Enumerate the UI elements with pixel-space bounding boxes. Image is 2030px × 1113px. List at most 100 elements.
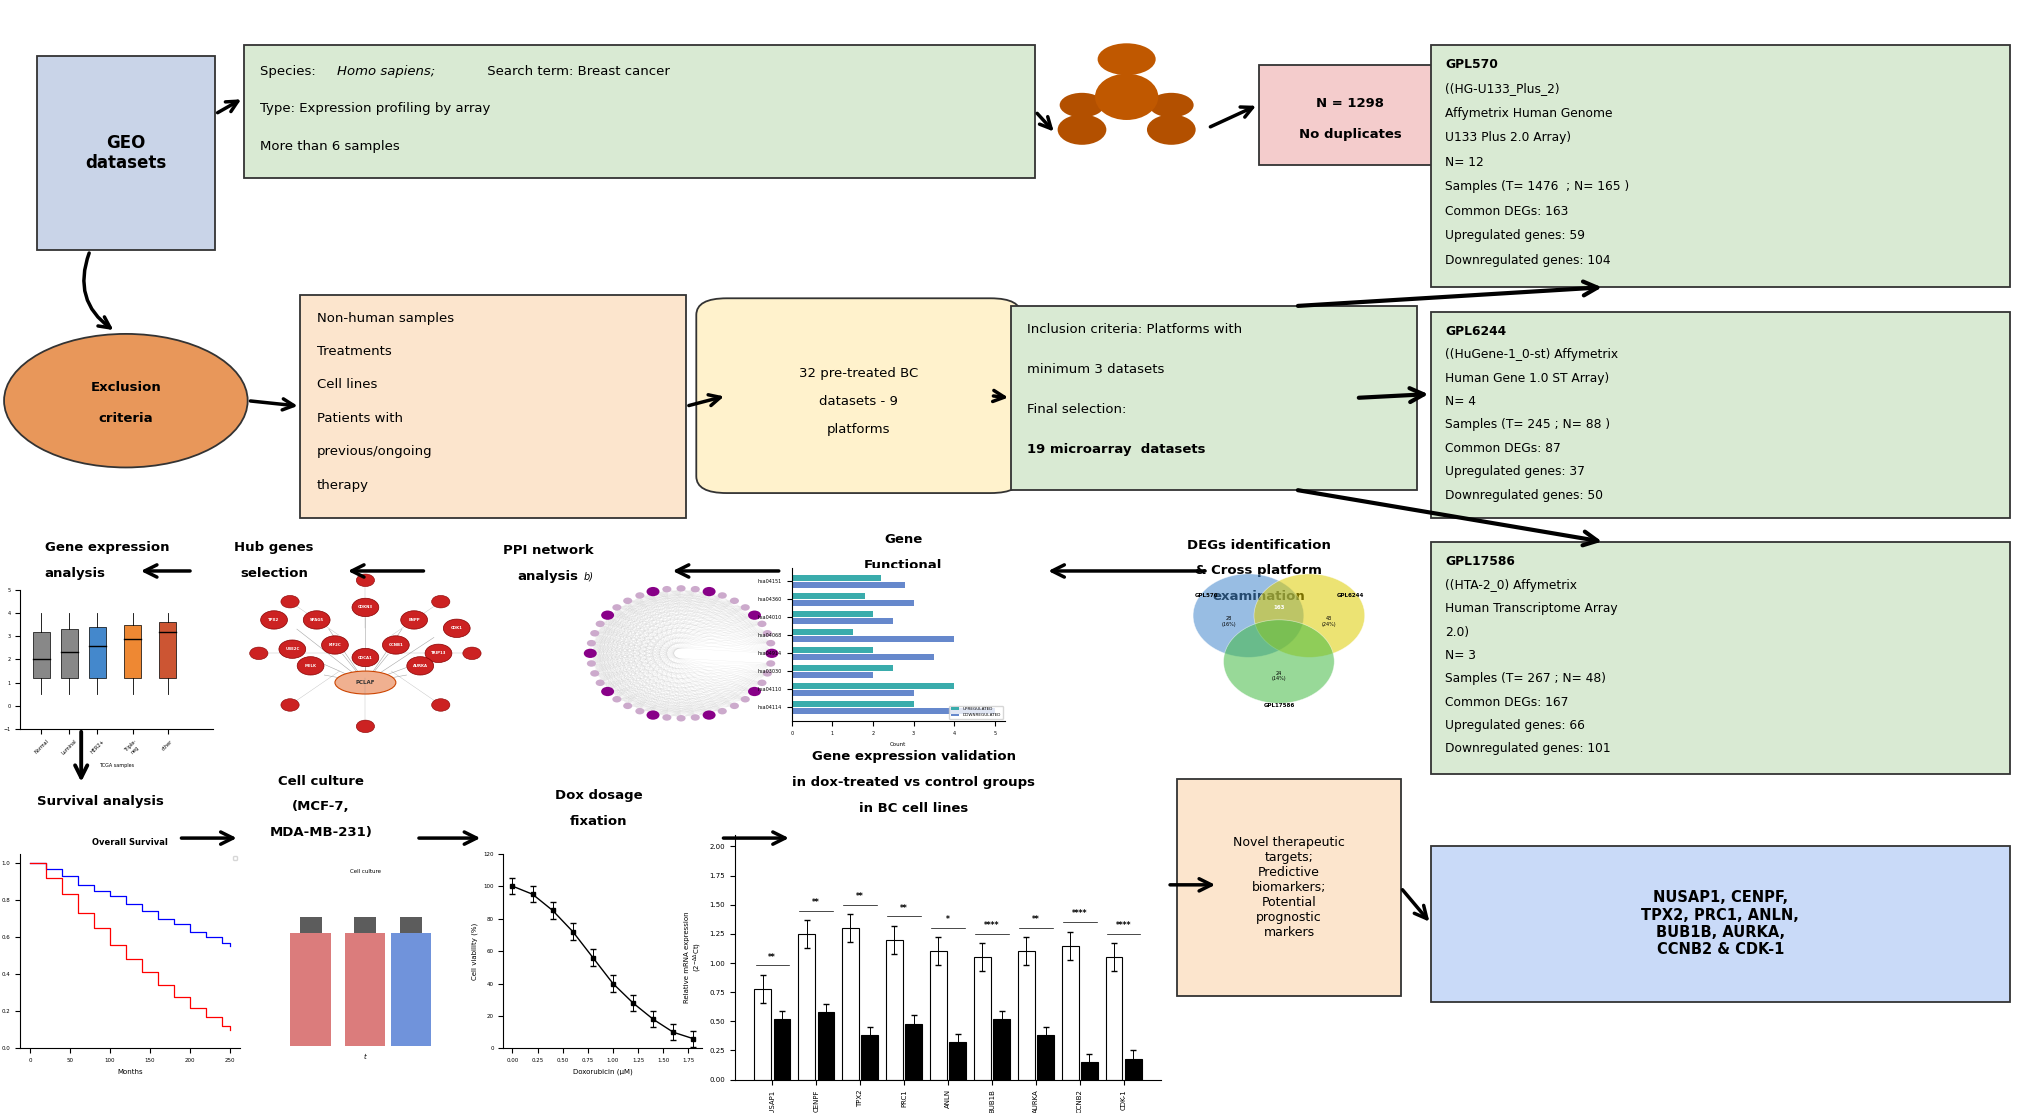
Text: ((HTA-2_0) Affymetrix: ((HTA-2_0) Affymetrix bbox=[1445, 579, 1577, 592]
Text: Human Transcriptome Array: Human Transcriptome Array bbox=[1445, 602, 1618, 615]
FancyArrowPatch shape bbox=[1297, 282, 1598, 306]
Text: Final selection:: Final selection: bbox=[1027, 403, 1127, 416]
FancyArrowPatch shape bbox=[83, 253, 110, 328]
FancyArrowPatch shape bbox=[1358, 388, 1423, 402]
Text: Cell culture: Cell culture bbox=[278, 775, 363, 788]
FancyArrowPatch shape bbox=[144, 565, 191, 577]
Text: therapy: therapy bbox=[317, 479, 369, 492]
Text: Downregulated genes: 101: Downregulated genes: 101 bbox=[1445, 742, 1612, 756]
Text: No duplicates: No duplicates bbox=[1299, 128, 1401, 141]
Text: datasets - 9: datasets - 9 bbox=[820, 395, 897, 407]
Text: Treatments: Treatments bbox=[317, 345, 392, 358]
Text: Common DEGs: 87: Common DEGs: 87 bbox=[1445, 442, 1561, 455]
Text: NUSAP1, CENPF,
TPX2, PRC1, ANLN,
BUB1B, AURKA,
CCNB2 & CDK-1: NUSAP1, CENPF, TPX2, PRC1, ANLN, BUB1B, … bbox=[1642, 890, 1799, 957]
Text: Upregulated genes: 66: Upregulated genes: 66 bbox=[1445, 719, 1585, 732]
Ellipse shape bbox=[1147, 115, 1196, 145]
FancyArrowPatch shape bbox=[1297, 490, 1598, 545]
FancyArrowPatch shape bbox=[688, 395, 721, 405]
Text: Samples (T= 1476  ; N= 165 ): Samples (T= 1476 ; N= 165 ) bbox=[1445, 180, 1630, 194]
Text: N= 3: N= 3 bbox=[1445, 649, 1476, 662]
Text: Common DEGs: 163: Common DEGs: 163 bbox=[1445, 205, 1569, 218]
Circle shape bbox=[1060, 92, 1104, 117]
Text: analysis: analysis bbox=[518, 570, 579, 583]
FancyArrowPatch shape bbox=[351, 565, 424, 577]
Text: N= 4: N= 4 bbox=[1445, 395, 1476, 408]
Text: GPL570: GPL570 bbox=[1445, 58, 1498, 71]
Text: Inclusion criteria: Platforms with: Inclusion criteria: Platforms with bbox=[1027, 323, 1242, 336]
Text: Samples (T= 245 ; N= 88 ): Samples (T= 245 ; N= 88 ) bbox=[1445, 418, 1610, 432]
Text: Homo sapiens;: Homo sapiens; bbox=[337, 65, 434, 78]
Text: minimum 3 datasets: minimum 3 datasets bbox=[1027, 363, 1165, 376]
Text: Novel therapeutic
targets;
Predictive
biomarkers;
Potential
prognostic
markers: Novel therapeutic targets; Predictive bi… bbox=[1232, 836, 1346, 939]
Text: N= 12: N= 12 bbox=[1445, 156, 1484, 169]
Text: Human Gene 1.0 ST Array): Human Gene 1.0 ST Array) bbox=[1445, 372, 1610, 385]
Text: ((HG-U133_Plus_2): ((HG-U133_Plus_2) bbox=[1445, 82, 1559, 96]
FancyBboxPatch shape bbox=[1431, 45, 2010, 287]
Text: selection: selection bbox=[240, 567, 309, 580]
FancyArrowPatch shape bbox=[993, 391, 1005, 402]
Text: Non-human samples: Non-human samples bbox=[317, 312, 455, 325]
Text: in BC cell lines: in BC cell lines bbox=[859, 801, 968, 815]
Text: Hub genes: Hub genes bbox=[233, 541, 315, 554]
Text: Cell lines: Cell lines bbox=[317, 378, 378, 392]
Text: Upregulated genes: 59: Upregulated genes: 59 bbox=[1445, 229, 1585, 243]
FancyArrowPatch shape bbox=[1052, 565, 1206, 577]
Text: previous/ongoing: previous/ongoing bbox=[317, 445, 432, 459]
FancyBboxPatch shape bbox=[37, 56, 215, 250]
FancyBboxPatch shape bbox=[244, 45, 1035, 178]
Text: platforms: platforms bbox=[826, 423, 891, 435]
Text: Upregulated genes: 37: Upregulated genes: 37 bbox=[1445, 465, 1585, 479]
FancyArrowPatch shape bbox=[1037, 114, 1052, 129]
Text: DEGs identification: DEGs identification bbox=[1188, 539, 1330, 552]
Text: Gene expression: Gene expression bbox=[45, 541, 168, 554]
Text: MDA-MB-231): MDA-MB-231) bbox=[270, 826, 371, 839]
Text: Exclusion: Exclusion bbox=[91, 381, 160, 394]
FancyBboxPatch shape bbox=[696, 298, 1021, 493]
Text: criteria: criteria bbox=[99, 412, 152, 425]
Text: analysis: analysis bbox=[45, 567, 106, 580]
Text: 19 microarray  datasets: 19 microarray datasets bbox=[1027, 443, 1206, 456]
Text: GPL17586: GPL17586 bbox=[1445, 555, 1514, 569]
Text: Common DEGs: 167: Common DEGs: 167 bbox=[1445, 696, 1569, 709]
Text: Gene expression validation: Gene expression validation bbox=[812, 750, 1015, 764]
Text: PPI network: PPI network bbox=[503, 544, 593, 558]
Text: Species:: Species: bbox=[260, 65, 321, 78]
Text: Gene: Gene bbox=[885, 533, 922, 546]
Text: ((HuGene-1_0-st) Affymetrix: ((HuGene-1_0-st) Affymetrix bbox=[1445, 348, 1618, 362]
Text: Type: Expression profiling by array: Type: Expression profiling by array bbox=[260, 102, 489, 116]
FancyArrowPatch shape bbox=[250, 398, 294, 410]
Text: 2.0): 2.0) bbox=[1445, 626, 1470, 639]
FancyArrowPatch shape bbox=[1403, 889, 1427, 918]
FancyBboxPatch shape bbox=[300, 295, 686, 518]
Text: GPL6244: GPL6244 bbox=[1445, 325, 1506, 338]
Text: Patients with: Patients with bbox=[317, 412, 402, 425]
Text: in dox-treated vs control groups: in dox-treated vs control groups bbox=[792, 776, 1035, 789]
FancyArrowPatch shape bbox=[723, 833, 786, 844]
FancyArrowPatch shape bbox=[75, 731, 87, 778]
FancyArrowPatch shape bbox=[181, 833, 233, 844]
FancyBboxPatch shape bbox=[1431, 312, 2010, 518]
FancyArrowPatch shape bbox=[1210, 107, 1253, 127]
FancyBboxPatch shape bbox=[1011, 306, 1417, 490]
Text: Affymetrix Human Genome: Affymetrix Human Genome bbox=[1445, 107, 1614, 120]
Circle shape bbox=[1149, 92, 1194, 117]
Text: Samples (T= 267 ; N= 48): Samples (T= 267 ; N= 48) bbox=[1445, 672, 1606, 686]
Text: (MCF-7,: (MCF-7, bbox=[292, 800, 349, 814]
Text: More than 6 samples: More than 6 samples bbox=[260, 140, 400, 154]
Text: Dox dosage: Dox dosage bbox=[554, 789, 644, 802]
Text: N = 1298: N = 1298 bbox=[1315, 97, 1384, 110]
Text: & Cross platform: & Cross platform bbox=[1196, 564, 1322, 578]
FancyBboxPatch shape bbox=[1259, 65, 1441, 165]
FancyBboxPatch shape bbox=[1431, 542, 2010, 774]
Text: Annotation: Annotation bbox=[863, 584, 944, 598]
Ellipse shape bbox=[1094, 73, 1159, 120]
FancyArrowPatch shape bbox=[676, 565, 780, 577]
FancyArrowPatch shape bbox=[217, 101, 238, 112]
Text: examination: examination bbox=[1212, 590, 1305, 603]
Text: Downregulated genes: 104: Downregulated genes: 104 bbox=[1445, 254, 1612, 267]
Circle shape bbox=[4, 334, 248, 467]
Circle shape bbox=[1098, 43, 1155, 76]
Text: fixation: fixation bbox=[570, 815, 627, 828]
FancyBboxPatch shape bbox=[1177, 779, 1401, 996]
FancyBboxPatch shape bbox=[1431, 846, 2010, 1002]
